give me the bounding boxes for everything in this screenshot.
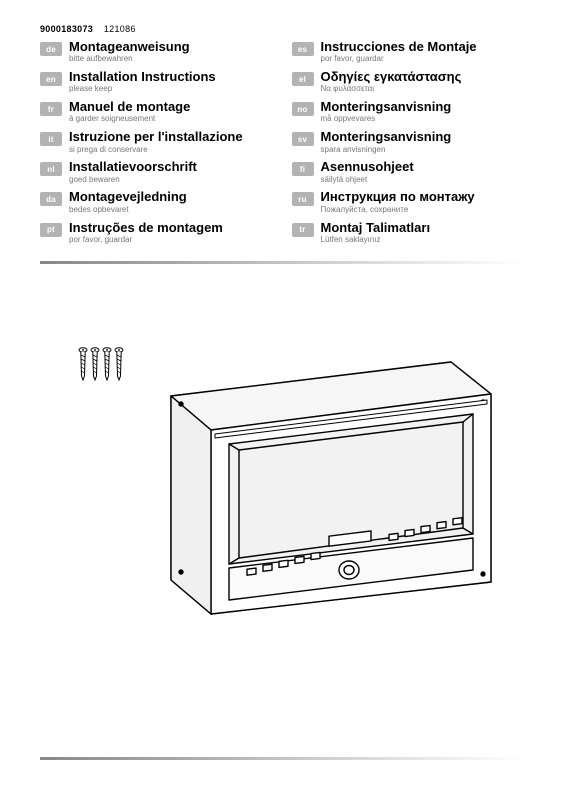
lang-row-sv: sv Monteringsanvisning spara anvisningen	[292, 130, 526, 154]
lang-row-en: en Installation Instructionsplease keep	[40, 70, 274, 94]
lang-text: Installatievoorschrift goed bewaren	[69, 160, 197, 184]
lang-subtitle: Να φυλάσσεται	[321, 85, 462, 94]
lang-subtitle: please keep	[69, 85, 216, 94]
lang-title: Инструкция по монтажу	[321, 190, 475, 204]
lang-text: Инструкция по монтажу Пожалуйста, сохрани…	[321, 190, 475, 214]
lang-subtitle: spara anvisningen	[321, 146, 452, 155]
lang-text: Monteringsanvisningmå oppvevares	[321, 100, 452, 124]
lang-text: Montaj TalimatlarıLütfen saklayınız	[321, 221, 431, 245]
lang-badge: nl	[40, 162, 62, 176]
doc-id-2: 121086	[104, 24, 136, 34]
lang-title: Οδηγίες εγκατάστασης	[321, 70, 462, 84]
doc-id-1: 9000183073	[40, 24, 93, 34]
lang-subtitle: bitte aufbewahren	[69, 55, 190, 64]
lang-badge: no	[292, 102, 314, 116]
lang-text: Asennusohjeet säilytä ohjeet	[321, 160, 414, 184]
lang-text: Οδηγίες εγκατάστασηςΝα φυλάσσεται	[321, 70, 462, 94]
lang-subtitle: por favor, guardar	[321, 55, 477, 64]
lang-badge: fi	[292, 162, 314, 176]
lang-subtitle: goed bewaren	[69, 176, 197, 185]
lang-title: Manuel de montage	[69, 100, 190, 114]
lang-subtitle: à garder soigneusement	[69, 115, 190, 124]
illustration-area	[40, 344, 525, 624]
lang-text: Istruzione per l'installazione si prega d…	[69, 130, 243, 154]
language-column-right: es Instrucciones de Montajepor favor, gua…	[292, 40, 526, 251]
lang-row-it: it Istruzione per l'installazione si prega…	[40, 130, 274, 154]
language-column-left: de Montageanweisungbitte aufbewahren en Ins…	[40, 40, 274, 251]
lang-badge: en	[40, 72, 62, 86]
lang-title: Instruções de montagem	[69, 221, 223, 235]
lang-title: Montageanweisung	[69, 40, 190, 54]
lang-subtitle: Пожалуйста, сохраните	[321, 206, 475, 215]
lang-badge: el	[292, 72, 314, 86]
lang-text: Installation Instructionsplease keep	[69, 70, 216, 94]
lang-badge: fr	[40, 102, 62, 116]
lang-row-da: da Montagevejledning bedes opbevaret	[40, 190, 274, 214]
language-grid: de Montageanweisungbitte aufbewahren en Ins…	[40, 40, 525, 251]
lang-title: Installatievoorschrift	[69, 160, 197, 174]
lang-subtitle: må oppvevares	[321, 115, 452, 124]
doc-header: 9000183073 121086	[40, 24, 525, 34]
lang-badge: it	[40, 132, 62, 146]
lang-text: Montagevejledning bedes opbevaret	[69, 190, 187, 214]
lang-badge: da	[40, 192, 62, 206]
lang-row-es: es Instrucciones de Montajepor favor, gua…	[292, 40, 526, 64]
lang-text: Manuel de montageà garder soigneusement	[69, 100, 190, 124]
lang-badge: pt	[40, 223, 62, 237]
lang-title: Asennusohjeet	[321, 160, 414, 174]
lang-title: Montagevejledning	[69, 190, 187, 204]
lang-row-el: el Οδηγίες εγκατάστασηςΝα φυλάσσεται	[292, 70, 526, 94]
lang-row-nl: nl Installatievoorschrift goed bewaren	[40, 160, 274, 184]
lang-title: Installation Instructions	[69, 70, 216, 84]
lang-row-de: de Montageanweisungbitte aufbewahren	[40, 40, 274, 64]
lang-row-pt: pt Instruções de montagempor favor, guard…	[40, 221, 274, 245]
lang-title: Istruzione per l'installazione	[69, 130, 243, 144]
lang-title: Monteringsanvisning	[321, 130, 452, 144]
lang-badge: es	[292, 42, 314, 56]
lang-subtitle: Lütfen saklayınız	[321, 236, 431, 245]
screws-icon	[75, 344, 127, 392]
lang-subtitle: si prega di conservare	[69, 146, 243, 155]
lang-row-no: no Monteringsanvisningmå oppvevares	[292, 100, 526, 124]
lang-subtitle: säilytä ohjeet	[321, 176, 414, 185]
lang-title: Instrucciones de Montaje	[321, 40, 477, 54]
lang-badge: sv	[292, 132, 314, 146]
lang-text: Instruções de montagempor favor, guardar	[69, 221, 223, 245]
microwave-icon	[151, 344, 511, 624]
divider-top	[40, 261, 525, 264]
lang-badge: de	[40, 42, 62, 56]
lang-row-ru: ru Инструкция по монтажу Пожалуйста, сохра…	[292, 190, 526, 214]
lang-subtitle: bedes opbevaret	[69, 206, 187, 215]
lang-title: Monteringsanvisning	[321, 100, 452, 114]
lang-badge: ru	[292, 192, 314, 206]
lang-row-fi: fi Asennusohjeet säilytä ohjeet	[292, 160, 526, 184]
lang-row-tr: tr Montaj TalimatlarıLütfen saklayınız	[292, 221, 526, 245]
lang-text: Instrucciones de Montajepor favor, guard…	[321, 40, 477, 64]
lang-text: Monteringsanvisning spara anvisningen	[321, 130, 452, 154]
lang-badge: tr	[292, 223, 314, 237]
divider-bottom	[40, 757, 525, 760]
lang-text: Montageanweisungbitte aufbewahren	[69, 40, 190, 64]
lang-subtitle: por favor, guardar	[69, 236, 223, 245]
lang-row-fr: fr Manuel de montageà garder soigneusemen…	[40, 100, 274, 124]
lang-title: Montaj Talimatları	[321, 221, 431, 235]
